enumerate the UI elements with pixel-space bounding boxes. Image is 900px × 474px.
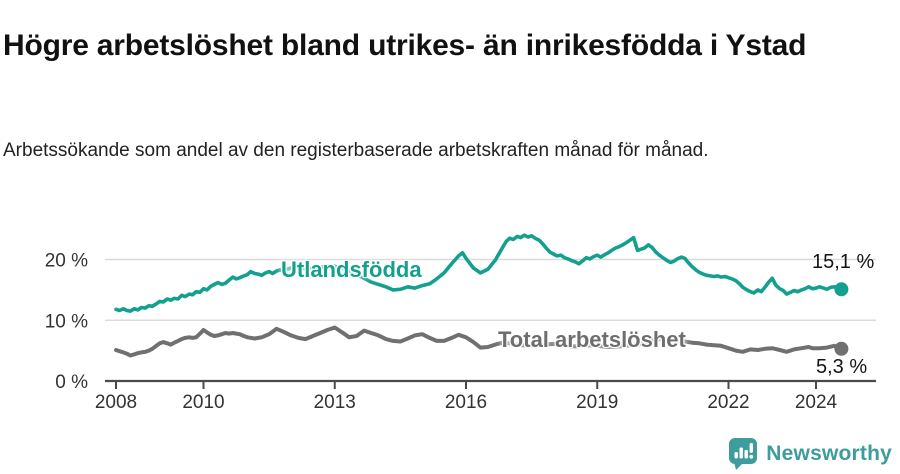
total-arbetsloshet-line [114,325,844,358]
x-axis-tick-label: 2008 [95,392,137,413]
y-axis-tick-label: 0 % [55,372,88,393]
line-chart: 0 % 10 % 20 % 2008 2010 2013 2016 2019 2022 2024 [45,233,876,413]
end-value-label-utlandsfodda: 15,1 % [812,251,875,273]
page-title: Högre arbetslöshet bland utrikes- än inr… [3,29,807,63]
x-axis-tick-label: 2016 [445,392,487,413]
x-axis-tick-label: 2019 [576,392,618,413]
x-axis-tick-label: 2022 [707,392,749,413]
end-value-label-total: 5,3 % [816,356,868,378]
x-axis-tick-label: 2010 [182,392,224,413]
x-axis-tick-label: 2024 [795,392,838,413]
chart-subtitle: Arbetssökande som andel av den registerb… [3,140,709,161]
total-arbetsloshet-end-dot [834,341,849,356]
utlandsfodda-line [114,233,844,313]
series-label-utlandsfodda: Utlandsfödda [281,257,422,282]
y-axis-tick-label: 10 % [45,311,88,332]
utlandsfodda-end-dot [834,282,849,297]
bar-chart-speech-bubble-icon [729,438,758,470]
y-axis-tick-label: 20 % [45,251,88,272]
x-axis-tick-label: 2013 [314,392,356,413]
newsworthy-logo: Newsworthy [728,437,892,470]
newsworthy-logo-text: Newsworthy [766,441,892,465]
series-label-total-arbetsloshet: Total arbetslöshet [498,327,686,352]
